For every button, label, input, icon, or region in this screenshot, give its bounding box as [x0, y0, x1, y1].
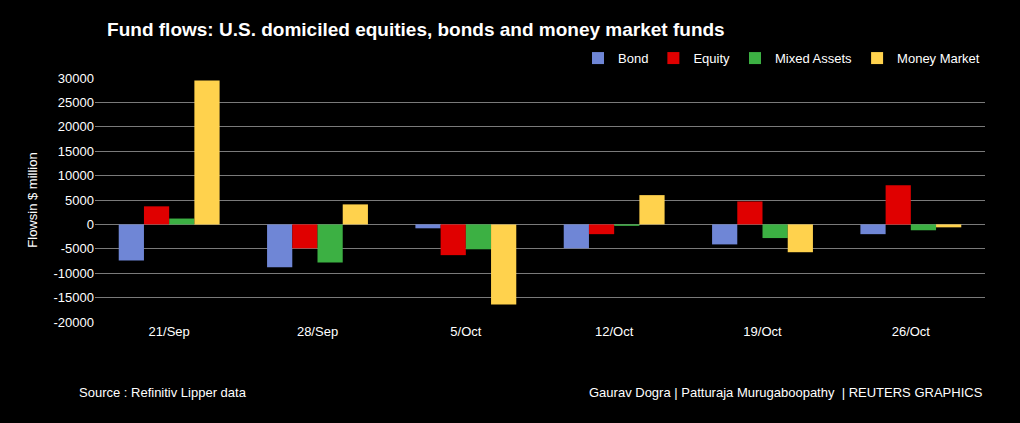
svg-text:10000: 10000	[58, 168, 94, 183]
svg-text:30000: 30000	[58, 71, 94, 86]
svg-text:Source : Refinitiv Lipper data: Source : Refinitiv Lipper data	[79, 385, 247, 400]
svg-text:Gaurav Dogra | Patturaja Murug: Gaurav Dogra | Patturaja Murugaboopathy …	[589, 385, 983, 400]
svg-text:Flowsin $ million: Flowsin $ million	[25, 152, 40, 247]
svg-text:Money Market: Money Market	[897, 51, 980, 66]
svg-text:15000: 15000	[58, 144, 94, 159]
svg-text:Fund flows: U.S. domiciled equ: Fund flows: U.S. domiciled equities, bon…	[107, 19, 725, 40]
svg-text:21/Sep: 21/Sep	[149, 324, 190, 339]
svg-text:25000: 25000	[58, 95, 94, 110]
svg-text:0: 0	[87, 217, 94, 232]
svg-text:28/Sep: 28/Sep	[297, 324, 338, 339]
svg-text:Bond: Bond	[618, 51, 648, 66]
svg-text:-15000: -15000	[54, 290, 94, 305]
svg-text:Equity: Equity	[693, 51, 730, 66]
svg-text:26/Oct: 26/Oct	[892, 324, 931, 339]
svg-text:-10000: -10000	[54, 266, 94, 281]
svg-text:-20000: -20000	[54, 315, 94, 330]
svg-text:20000: 20000	[58, 119, 94, 134]
svg-text:5/Oct: 5/Oct	[450, 324, 481, 339]
svg-text:5000: 5000	[65, 193, 94, 208]
svg-text:-5000: -5000	[61, 241, 94, 256]
svg-text:12/Oct: 12/Oct	[595, 324, 634, 339]
svg-text:19/Oct: 19/Oct	[743, 324, 782, 339]
svg-text:Mixed Assets: Mixed Assets	[775, 51, 852, 66]
